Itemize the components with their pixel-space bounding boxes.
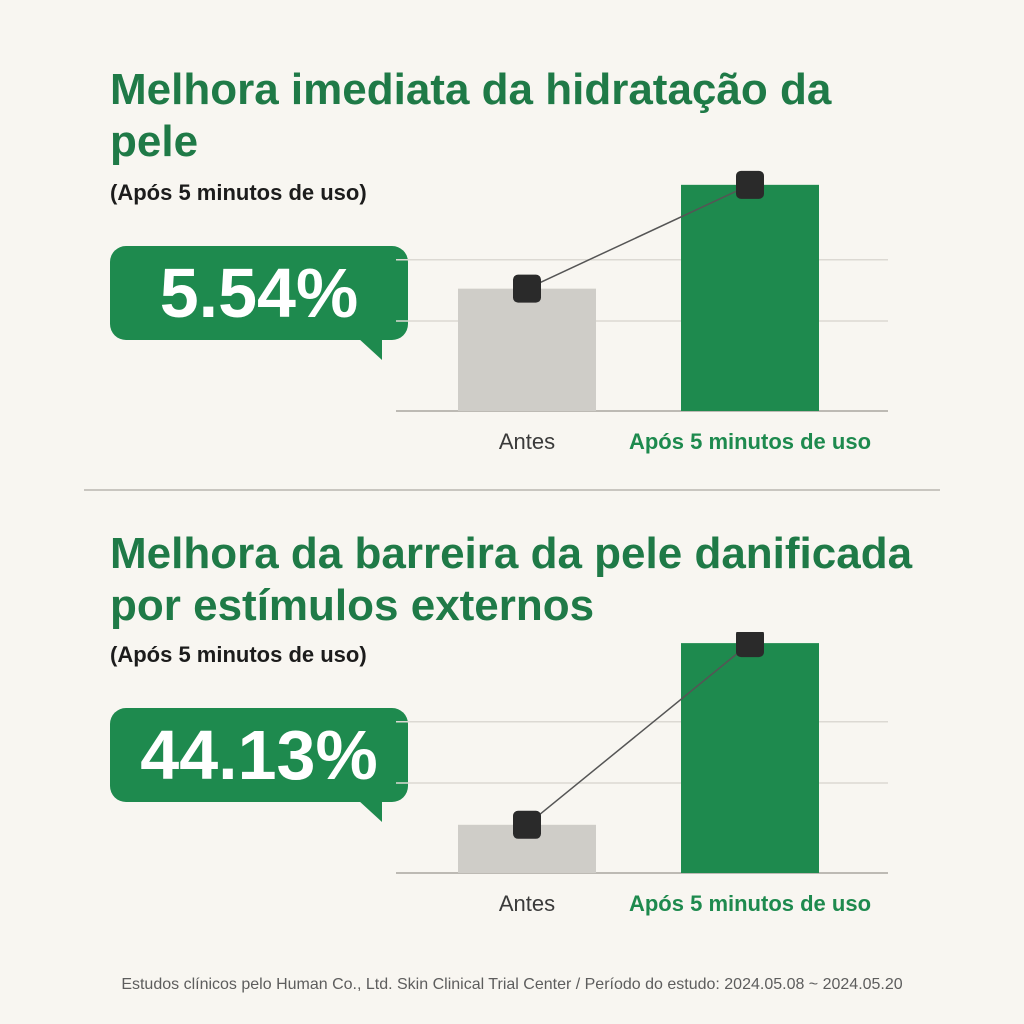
x-tick-label: Antes	[499, 891, 555, 916]
marker-apos	[736, 632, 764, 658]
connector-line	[526, 184, 751, 290]
bar-apos	[681, 643, 819, 873]
barrier-chart: Antes Após 5 minutos de uso	[396, 632, 888, 916]
marker-apos	[736, 170, 764, 199]
connector-line	[526, 642, 751, 826]
barrier-callout-value: 44.13%	[140, 716, 378, 794]
bar-antes	[458, 288, 596, 411]
hydration-chart: Antes Após 5 minutos de uso	[396, 170, 888, 454]
barrier-subtitle: (Após 5 minutos de uso)	[110, 642, 367, 667]
x-tick-label: Antes	[499, 429, 555, 454]
barrier-callout-bubble: 44.13%	[110, 708, 408, 822]
marker-antes	[513, 274, 541, 303]
barrier-panel: Melhora da barreira da pele danificada p…	[0, 492, 1024, 972]
barrier-title: Melhora da barreira da pele danificada p…	[110, 529, 913, 630]
marker-antes	[513, 810, 541, 839]
hydration-title: Melhora imediata da hidratação da pele	[110, 65, 832, 166]
hydration-subtitle: (Após 5 minutos de uso)	[110, 180, 367, 205]
x-tick-label: Após 5 minutos de uso	[629, 429, 871, 454]
section-divider	[84, 489, 940, 491]
hydration-callout-value: 5.54%	[159, 254, 359, 332]
hydration-callout-bubble: 5.54%	[110, 246, 408, 360]
bar-apos	[681, 184, 819, 411]
hydration-panel: Melhora imediata da hidratação da pele (…	[0, 0, 1024, 490]
x-tick-label: Após 5 minutos de uso	[629, 891, 871, 916]
study-footnote: Estudos clínicos pelo Human Co., Ltd. Sk…	[121, 976, 903, 993]
